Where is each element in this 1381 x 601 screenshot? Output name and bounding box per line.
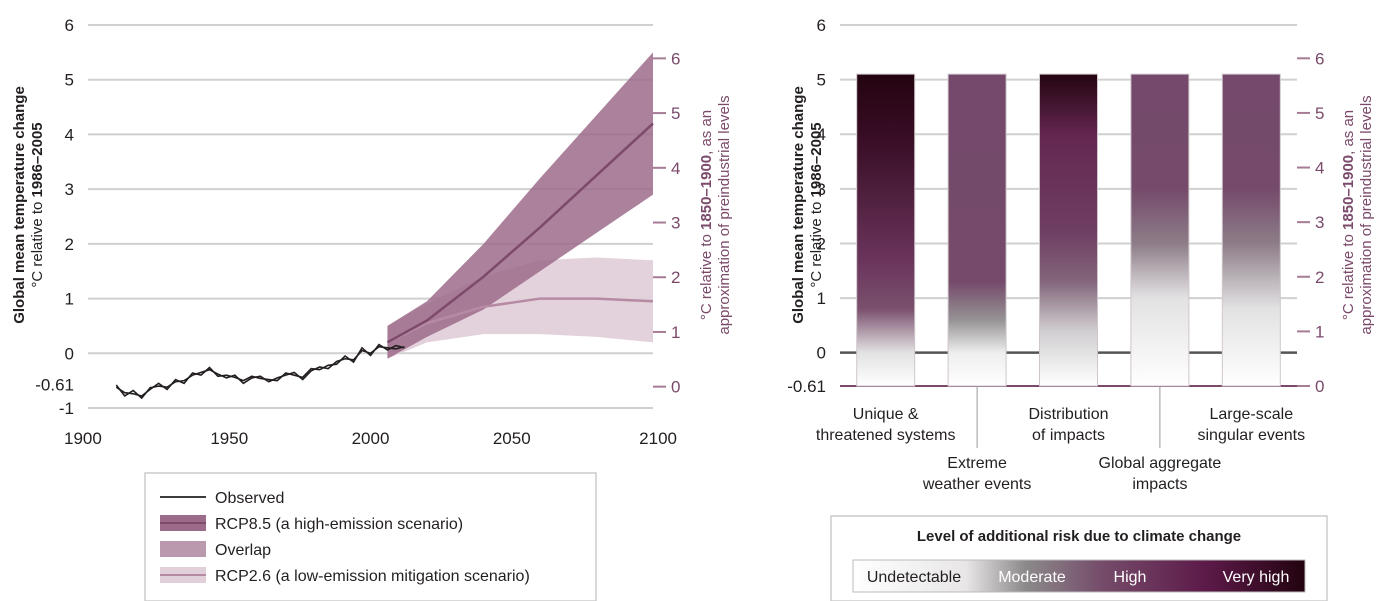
rcp26-mean-line (386, 297, 654, 344)
category-label: threatened systems (816, 427, 956, 444)
category-label: Distribution (1028, 406, 1108, 423)
category-label: singular events (1197, 427, 1305, 444)
left-y-extra-tick-label: -0.61 (35, 376, 74, 395)
risk-bar-1 (856, 73, 916, 387)
right-risk-bars (856, 73, 1281, 387)
risk-key-labels: Undetectable Moderate High Very high (867, 569, 1290, 586)
right-y2-label-line2: approximation of preindustrial levels (1358, 95, 1375, 334)
category-label: Large-scale (1209, 406, 1293, 423)
observed-line-1 (115, 345, 405, 400)
observed-line-2 (115, 343, 405, 397)
left-y2-tick-label: 4 (671, 159, 680, 178)
right-y-tick-label: 0 (817, 344, 826, 363)
left-legend-box (144, 472, 597, 601)
left-x-tick-label: 2000 (352, 429, 390, 448)
right-y-extra-tick-label: -0.61 (787, 377, 826, 396)
left-chart: -1 0 1 2 3 4 5 6 -0.61 1900 1950 2000 2050 2100 0 1 2 3… (11, 16, 733, 601)
category-label: weather events (922, 476, 1032, 493)
left-secondary-y-axis: 0 1 2 3 4 5 6 (653, 49, 680, 397)
rcp85-mean-line (386, 122, 654, 344)
risk-key-title: Level of additional risk due to climate … (917, 528, 1241, 545)
right-category-labels: Unique & threatened systems Extreme weather… (816, 386, 1305, 493)
right-y-tick-label: 5 (817, 71, 826, 90)
left-y2-tick-label: 6 (671, 49, 680, 68)
right-chart: 0 1 2 3 4 5 6 -0.61 0 1 2 3 4 5 6 Unique & threatened … (787, 16, 1375, 601)
legend-label: Overlap (215, 542, 271, 559)
legend-swatch-band (160, 541, 206, 557)
right-y-tick-label: 4 (817, 125, 826, 144)
right-y2-tick-label: 6 (1315, 49, 1324, 68)
left-x-ticks: 1900 1950 2000 2050 2100 (64, 429, 677, 448)
risk-key-box (830, 515, 1328, 601)
left-scenario-bands (387, 52, 653, 359)
left-legend: Observed RCP8.5 (a high-emission scenario… (160, 490, 530, 585)
risk-key-label: Moderate (998, 569, 1066, 586)
right-y-label-sub: °C relative to 1986–2005 (808, 122, 825, 287)
risk-bar-2 (947, 73, 1007, 387)
left-y-tick-label: 0 (65, 344, 74, 363)
right-y-tick-label: 3 (817, 180, 826, 199)
legend-label: Observed (215, 490, 284, 507)
left-y-tick-label: 2 (65, 235, 74, 254)
left-gridlines (88, 24, 653, 409)
legend-label: RCP2.6 (a low-emission mitigation scenar… (215, 568, 530, 585)
left-y-label-sub: °C relative to 1986–2005 (29, 122, 46, 287)
right-y2-tick-label: 3 (1315, 213, 1324, 232)
left-y-label-main: Global mean temperature change (11, 86, 28, 324)
right-y2-tick-label: 2 (1315, 268, 1324, 287)
left-y2-tick-label: 5 (671, 104, 680, 123)
rcp26-uncertainty-band (387, 257, 653, 359)
right-y2-tick-label: 4 (1315, 159, 1324, 178)
left-x-tick-label: 2100 (639, 429, 677, 448)
right-y-tick-label: 1 (817, 289, 826, 308)
left-y-ticks: -1 0 1 2 3 4 5 6 -0.61 (35, 16, 74, 418)
left-x-tick-label: 2050 (493, 429, 531, 448)
left-x-tick-label: 1900 (64, 429, 102, 448)
left-y-tick-label: 6 (65, 16, 74, 35)
left-y-tick-label: 3 (65, 180, 74, 199)
right-y-tick-label: 2 (817, 234, 826, 253)
right-secondary-y-axis: 0 1 2 3 4 5 6 (1297, 49, 1324, 396)
legend-label: RCP8.5 (a high-emission scenario) (215, 516, 463, 533)
left-y2-tick-label: 2 (671, 268, 680, 287)
left-y2-tick-label: 3 (671, 214, 680, 233)
risk-key-gradient (852, 559, 1306, 593)
category-label: of impacts (1032, 427, 1105, 444)
right-y2-tick-label: 0 (1315, 377, 1324, 396)
category-label: Unique & (853, 406, 919, 423)
left-y2-label-line1: °C relative to 1850–1900, as an (698, 110, 715, 320)
left-y-tick-label: 1 (65, 290, 74, 309)
right-y2-tick-label: 1 (1315, 322, 1324, 341)
risk-bar-5 (1221, 73, 1281, 387)
left-x-tick-label: 1950 (210, 429, 248, 448)
risk-key-label: High (1114, 569, 1147, 586)
category-label: impacts (1132, 476, 1187, 493)
left-y2-label-line2: approximation of preindustrial levels (716, 95, 733, 334)
left-y2-tick-label: 1 (671, 323, 680, 342)
left-y2-tick-label: 0 (671, 378, 680, 397)
right-y2-label-line1: °C relative to 1850–1900, as an (1340, 110, 1357, 320)
right-y-tick-label: 6 (817, 16, 826, 35)
risk-bar-3 (1039, 73, 1098, 387)
risk-bar-4 (1130, 73, 1190, 387)
risk-key-label: Undetectable (867, 569, 961, 586)
rcp85-uncertainty-band (387, 52, 653, 359)
category-label: Global aggregate (1099, 455, 1222, 472)
right-y2-tick-label: 5 (1315, 104, 1324, 123)
right-y-ticks: 0 1 2 3 4 5 6 -0.61 (787, 16, 826, 396)
left-series-lines (115, 122, 654, 400)
left-y-tick-label: 5 (65, 71, 74, 90)
right-y-label-main: Global mean temperature change (790, 86, 807, 324)
left-y-tick-label: 4 (65, 125, 74, 144)
risk-key-label: Very high (1223, 569, 1290, 586)
left-y-tick-label: -1 (59, 399, 74, 418)
category-label: Extreme (947, 455, 1007, 472)
